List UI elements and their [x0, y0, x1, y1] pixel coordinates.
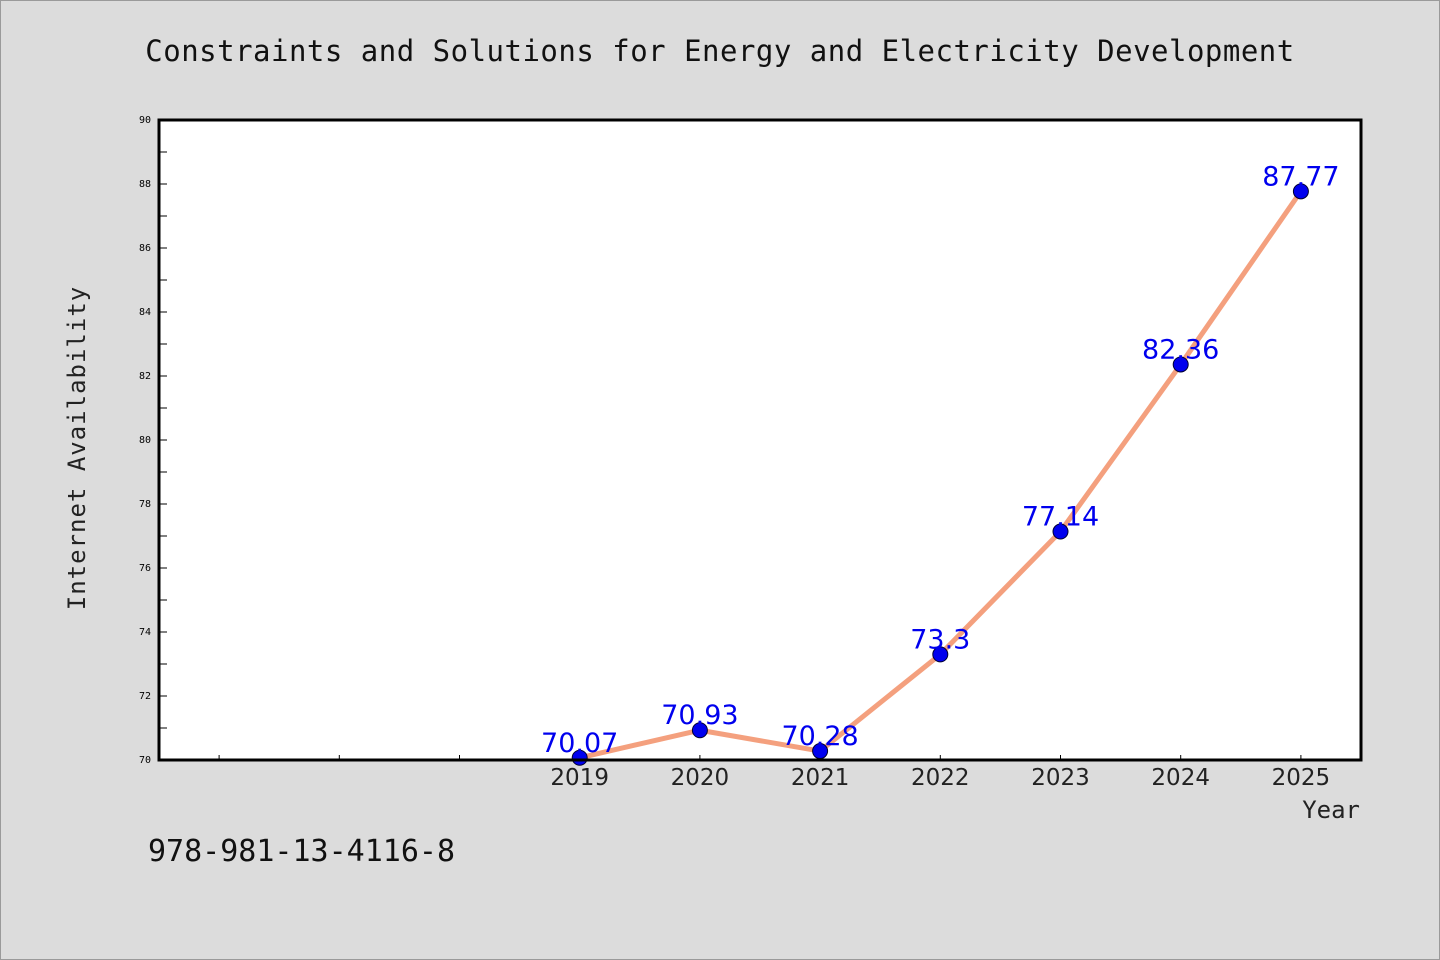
- data-label: 77.14: [1022, 502, 1099, 533]
- y-tick-label: 86: [139, 243, 151, 254]
- data-point: [1052, 523, 1069, 540]
- y-tick-label: 72: [139, 691, 151, 702]
- y-tick-label: 80: [139, 435, 151, 446]
- y-tick-label: 78: [139, 499, 151, 510]
- y-tick-label: 88: [139, 179, 151, 190]
- data-point: [932, 646, 949, 663]
- data-label: 82.36: [1142, 334, 1219, 365]
- data-label: 70.28: [781, 721, 858, 752]
- x-tick-label: 2021: [791, 765, 850, 791]
- plot-area: [159, 120, 1361, 760]
- x-tick-label: 2019: [550, 765, 609, 791]
- x-axis-label: Year: [1302, 796, 1360, 824]
- y-tick-label: 74: [139, 627, 151, 638]
- y-tick-label: 76: [139, 563, 151, 574]
- x-tick-label: 2025: [1272, 765, 1331, 791]
- data-point: [691, 722, 708, 739]
- data-point: [1292, 183, 1309, 200]
- isbn-text: 978-981-13-4116-8: [148, 834, 456, 869]
- y-tick-label: 90: [139, 115, 151, 126]
- x-tick-label: 2024: [1151, 765, 1210, 791]
- y-tick-label: 84: [139, 307, 151, 318]
- y-tick-label: 82: [139, 371, 151, 382]
- plot-border: [157, 118, 1363, 762]
- data-point: [571, 749, 588, 766]
- data-label: 70.93: [661, 700, 738, 731]
- data-label: 73.3: [910, 624, 970, 655]
- y-tick-label: 70: [139, 755, 151, 766]
- data-label: 87.77: [1262, 161, 1339, 192]
- x-tick-label: 2022: [911, 765, 970, 791]
- chart-title: Constraints and Solutions for Energy and…: [145, 34, 1295, 68]
- x-tick-label: 2020: [671, 765, 730, 791]
- data-point: [1172, 356, 1189, 373]
- x-tick-label: 2023: [1031, 765, 1090, 791]
- data-label: 70.07: [541, 728, 618, 759]
